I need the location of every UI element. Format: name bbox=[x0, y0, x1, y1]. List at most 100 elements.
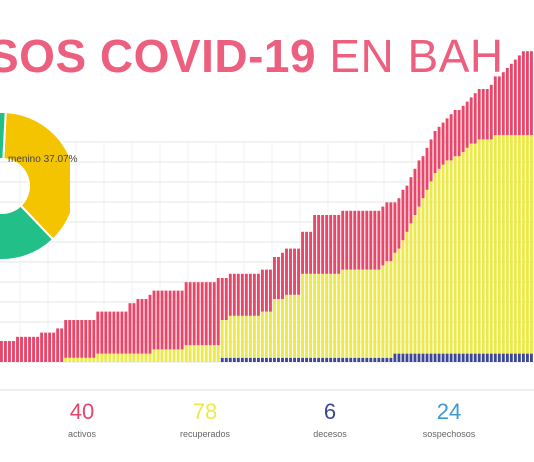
bar-recuperados bbox=[509, 135, 513, 354]
bar-decesos bbox=[525, 353, 529, 362]
bar-recuperados bbox=[517, 135, 521, 354]
bar-activos bbox=[240, 273, 244, 316]
stat-decesos-label: decesos bbox=[313, 429, 347, 439]
bar-decesos bbox=[301, 357, 305, 362]
bar-recuperados bbox=[325, 273, 329, 358]
bar-activos bbox=[100, 311, 104, 354]
bar-recuperados bbox=[92, 357, 96, 362]
bar-recuperados bbox=[361, 269, 365, 358]
bar-recuperados bbox=[481, 139, 485, 354]
bar-recuperados bbox=[333, 273, 337, 358]
bar-activos bbox=[124, 311, 128, 354]
bar-activos bbox=[152, 290, 156, 350]
bar-activos bbox=[148, 294, 152, 354]
bar-activos bbox=[393, 202, 397, 253]
bar-activos bbox=[337, 215, 341, 274]
bar-decesos bbox=[289, 357, 292, 362]
bar-decesos bbox=[409, 353, 413, 362]
bar-recuperados bbox=[317, 273, 321, 358]
bar-recuperados bbox=[357, 269, 361, 358]
bar-decesos bbox=[401, 353, 405, 362]
bar-recuperados bbox=[228, 315, 232, 358]
bar-decesos bbox=[413, 353, 417, 362]
bar-decesos bbox=[349, 357, 353, 362]
bar-decesos bbox=[357, 357, 361, 362]
bar-recuperados bbox=[425, 189, 429, 354]
bar-activos bbox=[301, 231, 305, 274]
bar-activos bbox=[192, 282, 196, 346]
bar-recuperados bbox=[180, 349, 184, 362]
bar-activos bbox=[16, 336, 19, 362]
bar-activos bbox=[264, 269, 268, 312]
chart-bars bbox=[0, 51, 534, 362]
stat-activos: 40 activos bbox=[22, 398, 142, 440]
bar-activos bbox=[457, 110, 461, 157]
bar-recuperados bbox=[437, 168, 441, 354]
bar-activos bbox=[333, 215, 337, 274]
bar-decesos bbox=[305, 357, 309, 362]
bar-activos bbox=[72, 320, 76, 358]
page-title: SOS COVID-19 EN BAH bbox=[0, 30, 504, 82]
bar-decesos bbox=[473, 353, 477, 362]
bar-recuperados bbox=[152, 349, 156, 362]
bar-decesos bbox=[353, 357, 357, 362]
bar-recuperados bbox=[136, 353, 140, 362]
bar-decesos bbox=[313, 357, 317, 362]
bar-activos bbox=[289, 248, 292, 295]
bar-decesos bbox=[248, 357, 252, 362]
bar-recuperados bbox=[208, 345, 212, 362]
bar-decesos bbox=[297, 357, 300, 362]
bar-recuperados bbox=[441, 164, 445, 354]
pie-slice-femenino bbox=[2, 111, 70, 241]
bar-recuperados bbox=[200, 345, 204, 362]
bar-recuperados bbox=[389, 261, 393, 358]
bar-recuperados bbox=[413, 215, 417, 354]
bar-recuperados bbox=[473, 143, 477, 354]
bar-recuperados bbox=[100, 353, 104, 362]
bar-recuperados bbox=[176, 349, 180, 362]
bar-recuperados bbox=[313, 273, 317, 358]
bar-activos bbox=[12, 341, 15, 362]
bar-activos bbox=[473, 93, 477, 144]
bar-activos bbox=[349, 210, 353, 270]
bar-recuperados bbox=[401, 240, 405, 354]
bar-activos bbox=[381, 206, 385, 266]
bar-activos bbox=[44, 332, 48, 362]
bar-activos bbox=[256, 273, 260, 316]
bar-activos bbox=[453, 110, 457, 157]
bar-activos bbox=[40, 332, 44, 362]
bar-decesos bbox=[477, 353, 481, 362]
bar-decesos bbox=[369, 357, 373, 362]
bar-recuperados bbox=[381, 265, 385, 358]
bar-recuperados bbox=[96, 353, 100, 362]
bar-activos bbox=[441, 122, 445, 165]
bar-decesos bbox=[441, 353, 445, 362]
bar-recuperados bbox=[220, 320, 224, 358]
bar-activos bbox=[329, 215, 333, 274]
bar-activos bbox=[269, 269, 272, 312]
bar-recuperados bbox=[216, 345, 220, 362]
bar-recuperados bbox=[264, 311, 268, 358]
bar-decesos bbox=[232, 357, 236, 362]
bar-recuperados bbox=[309, 273, 313, 358]
bar-activos bbox=[385, 202, 389, 262]
bar-decesos bbox=[457, 353, 461, 362]
bar-activos bbox=[200, 282, 204, 346]
bar-decesos bbox=[373, 357, 377, 362]
bar-decesos bbox=[521, 353, 525, 362]
bar-decesos bbox=[429, 353, 433, 362]
bar-activos bbox=[84, 320, 88, 358]
stat-sospechosos: 24 sospechosos bbox=[389, 398, 509, 440]
bar-recuperados bbox=[132, 353, 136, 362]
bar-activos bbox=[477, 89, 481, 140]
bar-decesos bbox=[445, 353, 449, 362]
bar-recuperados bbox=[461, 152, 465, 354]
bar-decesos bbox=[405, 353, 409, 362]
bar-decesos bbox=[228, 357, 232, 362]
bar-recuperados bbox=[345, 269, 349, 358]
bar-activos bbox=[252, 273, 256, 316]
bar-activos bbox=[521, 51, 525, 136]
bar-activos bbox=[525, 51, 529, 136]
bar-recuperados bbox=[301, 273, 305, 358]
bar-activos bbox=[425, 147, 429, 190]
